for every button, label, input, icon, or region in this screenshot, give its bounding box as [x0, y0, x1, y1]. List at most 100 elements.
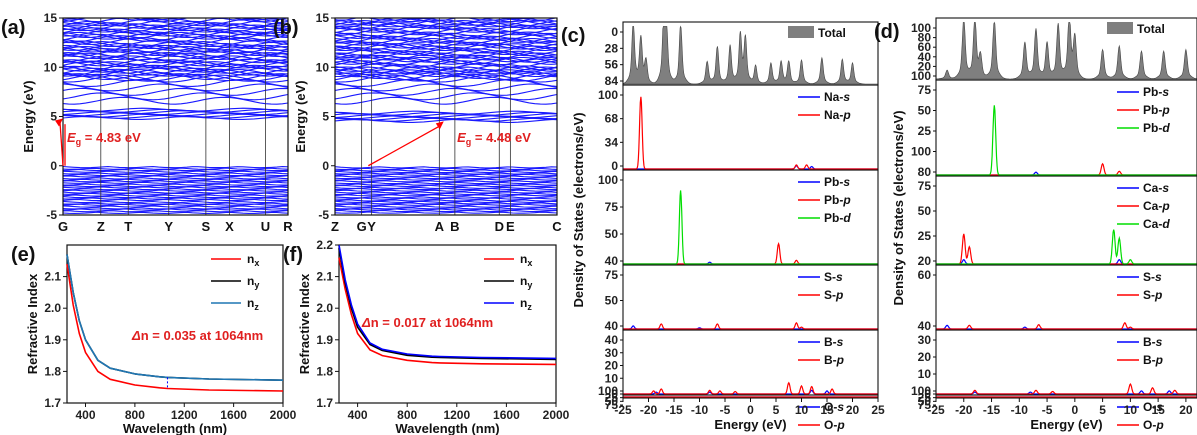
conduction-band-line [335, 40, 557, 49]
conduction-band-line [63, 96, 288, 105]
y-tick-label: 20 [605, 359, 619, 373]
kpoint-label: S [202, 219, 211, 234]
dos-series-pb-p [623, 242, 878, 265]
y-tick-label: 20 [918, 254, 932, 268]
series-line-nx [66, 263, 284, 392]
valence-band-line [63, 203, 288, 206]
valence-band-line [335, 192, 557, 195]
y-tick-label: 2.0 [44, 301, 61, 315]
valence-band-line [63, 173, 288, 177]
panel-label: (c) [561, 25, 585, 47]
legend-entry: B-s [1143, 335, 1163, 349]
dos-series-pb-p [936, 162, 1197, 176]
valence-band-line [63, 172, 288, 175]
valence-band-line [63, 197, 288, 200]
valence-band-line [63, 165, 288, 169]
conduction-band-line [335, 43, 557, 52]
conduction-band-line [335, 73, 557, 82]
y-tick-label: 5 [50, 110, 57, 124]
y-axis-label: Refractive Index [297, 273, 312, 374]
dos-series-b-p [623, 381, 878, 395]
y-tick-label: 75 [918, 398, 932, 412]
valence-band-line [335, 199, 557, 202]
legend-entry: B-p [824, 353, 844, 367]
dos-subplot: 75 50 40 S-s S-p [605, 264, 879, 333]
y-tick-label: 100 [911, 384, 931, 398]
y-tick-label: 75 [605, 200, 619, 214]
conduction-band-line [335, 71, 557, 80]
x-tick-label: 15 [820, 403, 834, 417]
y-tick-label: 40 [918, 319, 932, 333]
panel-e-panel: 400 800 1200 1600 2000 1.7 1.8 1.9 2.0 2.1 Wavelen… [11, 244, 297, 435]
valence-band-line [63, 194, 288, 197]
y-tick-label: -5 [318, 208, 329, 222]
band-gap-arrow [367, 124, 442, 167]
conduction-band-line [335, 74, 557, 83]
x-axis-label: Energy (eV) [714, 417, 786, 432]
valence-band-line [63, 195, 288, 199]
y-tick-label: 0 [611, 25, 618, 39]
valence-band-line [63, 183, 288, 186]
y-tick-label: 80 [918, 31, 932, 45]
valence-band-line [335, 166, 557, 169]
valence-band-line [335, 170, 557, 174]
y-tick-label: 75 [918, 83, 932, 97]
legend-entry: ny [520, 274, 532, 290]
kpoint-label: Y [164, 219, 173, 234]
kpoint-label: G [357, 219, 367, 234]
x-axis-label: Wavelength (nm) [395, 421, 499, 435]
conduction-band-line [63, 18, 288, 23]
y-tick-label: 0 [924, 387, 931, 401]
dos-series-s-p [936, 321, 1197, 330]
kpoint-label: R [283, 219, 293, 234]
x-tick-label: 5 [773, 403, 780, 417]
valence-band-line [335, 180, 557, 183]
y-tick-label: 25 [605, 391, 619, 405]
valence-band-line [63, 188, 288, 191]
y-tick-label: 2.1 [44, 270, 61, 284]
valence-band-line [335, 189, 557, 192]
legend-entry: Total [1137, 22, 1165, 36]
y-tick-label: 1.9 [44, 333, 61, 347]
legend-entry: Pb-s [1143, 85, 1169, 99]
y-tick-label: 0 [322, 159, 329, 173]
legend-entry: Pb-p [824, 193, 851, 207]
y-tick-label: 1.7 [316, 396, 333, 410]
y-tick-label: 40 [605, 319, 619, 333]
valence-band-line [335, 197, 557, 200]
legend-entry: S-s [824, 270, 843, 284]
y-tick-label: 56 [605, 58, 619, 72]
y-tick-label: 1.7 [44, 396, 61, 410]
y-tick-label: 25 [918, 124, 932, 138]
valence-band-line [63, 177, 288, 180]
valence-band-line [335, 175, 557, 178]
y-axis-label: Density of States (electrons/eV) [571, 112, 586, 307]
legend-entry: Pb-p [1143, 103, 1170, 117]
delta-n-annotation: Δn = 0.035 at 1064nm [131, 328, 263, 343]
y-tick-label: 100 [598, 88, 618, 102]
y-tick-label: 10 [918, 367, 932, 381]
y-tick-label: 84 [605, 74, 619, 88]
y-tick-label: 15 [316, 11, 330, 25]
conduction-band-line [335, 79, 557, 87]
conduction-band-line [335, 43, 557, 52]
series-line-nx [338, 257, 557, 366]
y-tick-label: 75 [605, 268, 619, 282]
dos-subplot: 30 20 10 100 B-s B-p [911, 329, 1197, 398]
dos-subplot: 75 50 25 20 Ca-s Ca-p Ca-d [918, 175, 1197, 268]
y-tick-label: 100 [598, 173, 618, 187]
dos-series-ca-p [936, 233, 1197, 265]
conduction-band-line [335, 25, 557, 34]
valence-band-line [335, 178, 557, 181]
y-tick-label: 0 [50, 159, 57, 173]
panel-a-panel: -5 0 5 10 15 G Z T Y S X U R Energy (eV) Eg = 4.83 eV (… [1, 11, 293, 234]
legend-entry: Ca-d [1143, 217, 1170, 231]
legend-entry: Total [818, 26, 846, 40]
y-tick-label: 50 [605, 394, 619, 408]
kpoint-label: E [506, 219, 515, 234]
y-tick-label: 40 [605, 333, 619, 347]
x-tick-label: 400 [348, 408, 368, 422]
y-tick-label: 30 [918, 333, 932, 347]
